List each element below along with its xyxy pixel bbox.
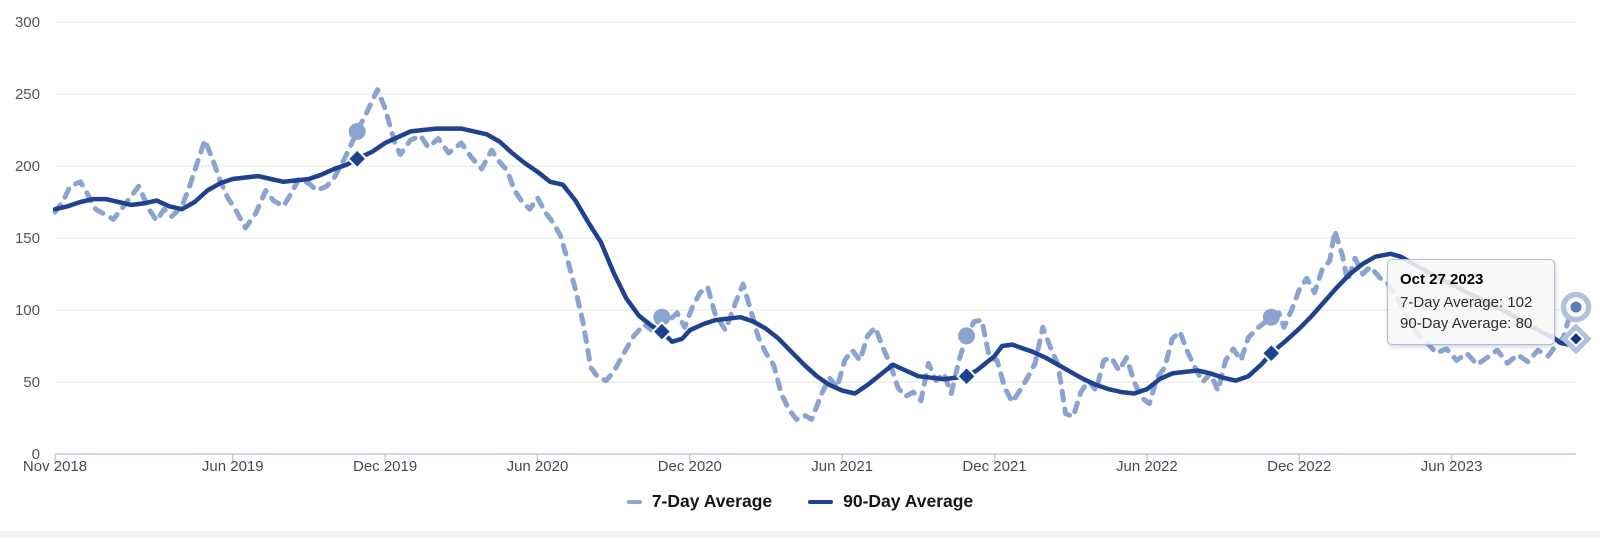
y-axis-tick-label: 150 [15,230,40,247]
legend: 7-Day Average 90-Day Average [0,491,1600,512]
bottom-strip [0,531,1600,538]
x-axis-tick-label: Jun 2023 [1421,458,1483,475]
marker-7day-point[interactable] [653,308,671,326]
y-axis-tick-label: 100 [15,302,40,319]
tooltip-90day-value: 90-Day Average: 80 [1400,315,1533,333]
legend-item-7day-average[interactable]: 7-Day Average [626,491,773,512]
hover-point-90day[interactable] [1570,333,1582,345]
x-axis-tick-label: Nov 2018 [23,458,87,475]
y-axis-tick-label: 200 [15,158,40,175]
legend-label-7day: 7-Day Average [651,491,773,511]
x-axis-tick-label: Jun 2019 [202,458,264,475]
tooltip: Oct 27 2023 7-Day Average: 102 90-Day Av… [1387,259,1555,346]
hover-point-7day[interactable] [1570,301,1582,313]
y-axis-tick-label: 250 [15,86,40,103]
marker-90day-point[interactable] [955,365,978,387]
x-axis-tick-label: Jun 2020 [507,458,569,475]
x-axis-tick-label: Jun 2021 [811,458,873,475]
marker-90day-point[interactable] [651,320,673,343]
tooltip-7day-value: 7-Day Average: 102 [1400,294,1533,312]
90day-line-swatch-icon [808,499,834,504]
x-axis-tick-label: Dec 2022 [1267,458,1331,475]
marker-7day-point[interactable] [348,122,366,140]
y-axis-tick-label: 300 [15,14,40,31]
x-axis-tick-label: Dec 2020 [658,458,722,475]
series-line-90day-average[interactable] [52,126,1579,396]
tooltip-date: Oct 27 2023 [1400,271,1484,289]
x-axis-tick-label: Dec 2019 [353,458,417,475]
x-axis-tick-label: Jun 2022 [1116,458,1178,475]
marker-7day-point[interactable] [958,327,976,345]
legend-label-90day: 90-Day Average [843,491,974,511]
x-axis-tick-label: Dec 2021 [962,458,1026,475]
marker-90day-point[interactable] [346,148,368,170]
marker-7day-point[interactable] [1262,308,1280,326]
y-axis-tick-label: 50 [23,374,40,391]
legend-item-90day-average[interactable]: 90-Day Average [808,491,973,512]
marker-90day-point[interactable] [1260,342,1282,364]
series-line-7day-average[interactable] [52,87,1579,422]
7day-dash-swatch-icon [626,499,642,504]
y-axis-tick-label: 0 [32,446,40,463]
